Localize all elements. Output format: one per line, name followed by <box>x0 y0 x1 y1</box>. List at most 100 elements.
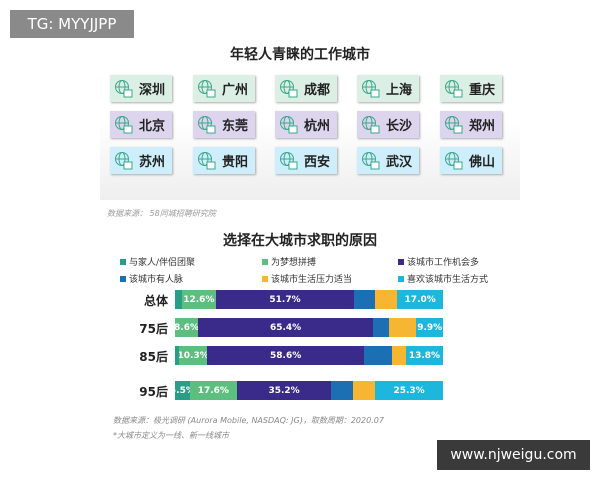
city-name: 苏州 <box>139 155 166 170</box>
globe-icon <box>280 115 298 133</box>
city-card: 深圳 <box>110 75 172 102</box>
bar-segment <box>175 346 180 365</box>
legend-item: 为梦想拼搏 <box>262 255 316 268</box>
bar-segment: 35.2% <box>236 381 332 400</box>
city-card: 长沙 <box>357 111 419 138</box>
legend-label: 与家人/伴侣团聚 <box>129 258 196 268</box>
city-name: 北京 <box>139 119 166 134</box>
city-card: 东莞 <box>193 111 255 138</box>
legend-swatch <box>398 275 404 282</box>
category-label: 75后 <box>139 322 168 336</box>
bar-segment: 25.3% <box>375 381 443 400</box>
bar-segment: 58.6% <box>206 346 365 365</box>
legend-swatch <box>120 258 126 265</box>
globe-icon <box>115 79 133 97</box>
city-card: 佛山 <box>440 147 502 174</box>
bar-segment <box>364 346 392 365</box>
legend-swatch <box>262 275 268 282</box>
channel-tag: TG: MYYJJPP <box>10 10 134 38</box>
city-card: 郑州 <box>440 111 502 138</box>
cities-title: 年轻人青睐的工作城市 <box>230 47 370 63</box>
globe-icon <box>115 151 133 169</box>
city-card: 武汉 <box>357 147 419 174</box>
legend-label: 该城市生活压力适当 <box>271 275 353 285</box>
footnote: *大城市定义为一线、新一线城市 <box>113 431 229 440</box>
legend-item: 该城市有人脉 <box>120 272 183 285</box>
legend-item: 该城市生活压力适当 <box>262 272 352 285</box>
bar-segment <box>331 381 353 400</box>
city-name: 广州 <box>222 83 249 98</box>
legend-label: 为梦想拼搏 <box>271 258 317 268</box>
globe-icon <box>280 151 298 169</box>
city-name: 长沙 <box>386 119 413 134</box>
city-card: 上海 <box>357 75 419 102</box>
bar-segment <box>175 290 182 309</box>
city-name: 武汉 <box>386 155 413 170</box>
city-card: 成都 <box>275 75 337 102</box>
legend-label: 喜欢该城市生活方式 <box>407 275 489 285</box>
bar-segment: 13.8% <box>405 346 443 365</box>
category-label: 总体 <box>143 294 168 308</box>
bar-segment: 12.6% <box>181 290 216 309</box>
globe-icon <box>445 151 463 169</box>
source-note-2: 数据来源：极光调研 (Aurora Mobile, NASDAQ: JG)，取数… <box>113 416 384 425</box>
city-card: 广州 <box>193 75 255 102</box>
globe-icon <box>198 79 216 97</box>
globe-icon <box>198 151 216 169</box>
category-label: 85后 <box>139 350 168 364</box>
city-name: 成都 <box>304 83 331 98</box>
legend-swatch <box>120 275 126 282</box>
bar-segment: 10.3% <box>179 346 207 365</box>
city-card: 北京 <box>110 111 172 138</box>
legend-swatch <box>262 258 268 265</box>
legend-item: 喜欢该城市生活方式 <box>398 272 488 285</box>
bar-segment: 51.7% <box>215 290 355 309</box>
bar-segment <box>391 346 406 365</box>
bar-segment: 5.5% <box>175 381 190 400</box>
city-name: 深圳 <box>139 83 166 98</box>
chart-title: 选择在大城市求职的原因 <box>223 233 377 249</box>
city-name: 重庆 <box>469 83 496 98</box>
legend-item: 该城市工作机会多 <box>398 255 479 268</box>
stacked-bar: 5.5%17.6%35.2% 25.3% <box>175 381 443 400</box>
city-card: 西安 <box>275 147 337 174</box>
city-name: 西安 <box>304 155 331 170</box>
city-card: 杭州 <box>275 111 337 138</box>
bar-segment <box>373 318 390 337</box>
bar-segment <box>389 318 417 337</box>
legend-label: 该城市有人脉 <box>129 275 184 285</box>
city-card: 苏州 <box>110 147 172 174</box>
city-name: 佛山 <box>469 155 496 170</box>
bar-segment <box>354 290 376 309</box>
legend-item: 与家人/伴侣团聚 <box>120 255 195 268</box>
source-note-1: 数据来源： 58同城招聘研究院 <box>107 209 216 218</box>
globe-icon <box>362 151 380 169</box>
globe-icon <box>198 115 216 133</box>
city-name: 贵阳 <box>222 155 249 170</box>
stacked-bar: 8.6% 65.4% 9.9% <box>175 318 443 337</box>
globe-icon <box>280 79 298 97</box>
city-name: 杭州 <box>304 119 331 134</box>
city-name: 郑州 <box>469 119 496 134</box>
bar-segment: 65.4% <box>198 318 374 337</box>
globe-icon <box>445 79 463 97</box>
stacked-bar: 10.3% 58.6% 13.8% <box>175 346 443 365</box>
bar-segment <box>375 290 398 309</box>
legend-swatch <box>398 258 404 265</box>
stacked-bar: 12.6% 51.7% 17.0% <box>175 290 443 309</box>
bar-segment <box>352 381 376 400</box>
globe-icon <box>362 115 380 133</box>
city-card: 重庆 <box>440 75 502 102</box>
bar-segment: 9.9% <box>416 318 443 337</box>
site-watermark: www.njweigu.com <box>437 440 590 470</box>
legend-label: 该城市工作机会多 <box>407 258 480 268</box>
city-name: 东莞 <box>222 119 249 134</box>
bar-segment: 17.0% <box>397 290 443 309</box>
bar-segment: 17.6% <box>189 381 237 400</box>
globe-icon <box>362 79 380 97</box>
city-card: 贵阳 <box>193 147 255 174</box>
bar-segment: 8.6% <box>175 318 199 337</box>
category-label: 95后 <box>139 385 168 399</box>
globe-icon <box>115 115 133 133</box>
city-name: 上海 <box>386 83 413 98</box>
